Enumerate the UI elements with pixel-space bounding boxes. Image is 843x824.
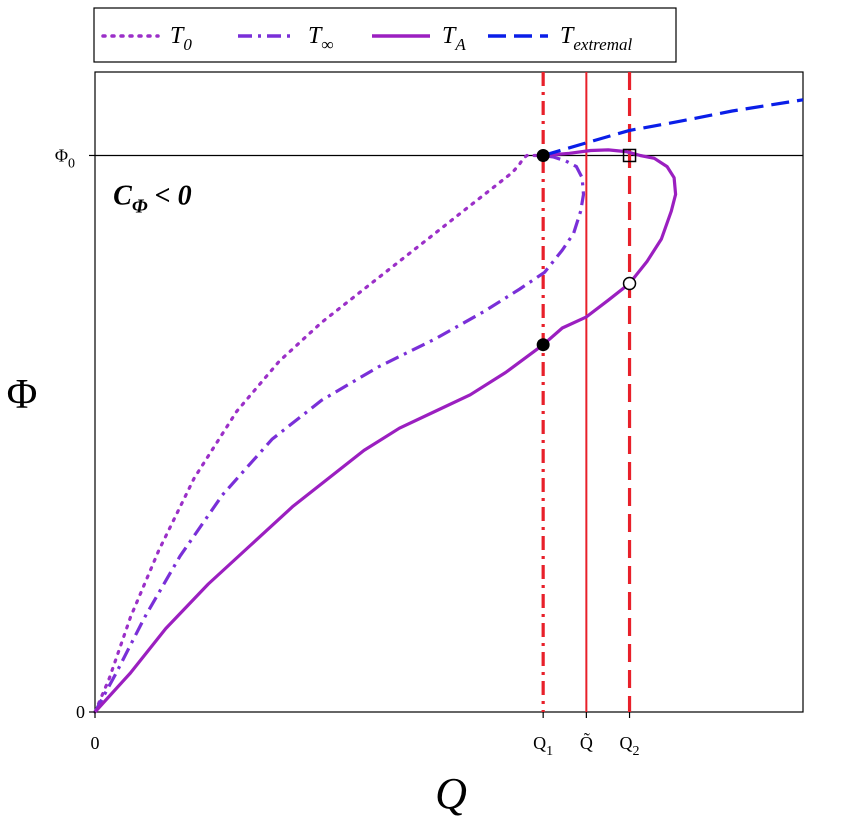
open-square-marker bbox=[622, 148, 637, 163]
series-line-0 bbox=[93, 153, 545, 714]
series-line-infinity bbox=[93, 153, 586, 713]
x-tick-label: 0 bbox=[91, 733, 100, 753]
y-tick-label: Φ0 bbox=[55, 145, 75, 171]
x-axis-title: Q bbox=[435, 769, 467, 818]
specific-heat-annotation: CΦ < 0 bbox=[113, 180, 191, 217]
plot-frame bbox=[94, 71, 804, 713]
point-marker bbox=[536, 338, 550, 352]
legend: T0 T∞ TA Textremal bbox=[93, 7, 677, 63]
open-circle-marker bbox=[622, 276, 637, 291]
markers bbox=[536, 148, 637, 352]
annotation: CΦ < 0 bbox=[113, 180, 191, 217]
x-tick-label: Q1 bbox=[533, 733, 553, 759]
plot-area bbox=[94, 71, 804, 713]
legend-label: T∞ bbox=[308, 23, 333, 54]
y-tick-label: 0 bbox=[76, 702, 85, 722]
series-line-A bbox=[93, 148, 678, 714]
point-marker bbox=[536, 148, 550, 162]
y-axis-title: Φ bbox=[7, 372, 38, 418]
series-line-extremal bbox=[542, 98, 804, 158]
x-tick-label: Q̃ bbox=[580, 731, 593, 753]
x-tick-label: Q2 bbox=[620, 733, 640, 759]
series-lines bbox=[93, 98, 804, 714]
